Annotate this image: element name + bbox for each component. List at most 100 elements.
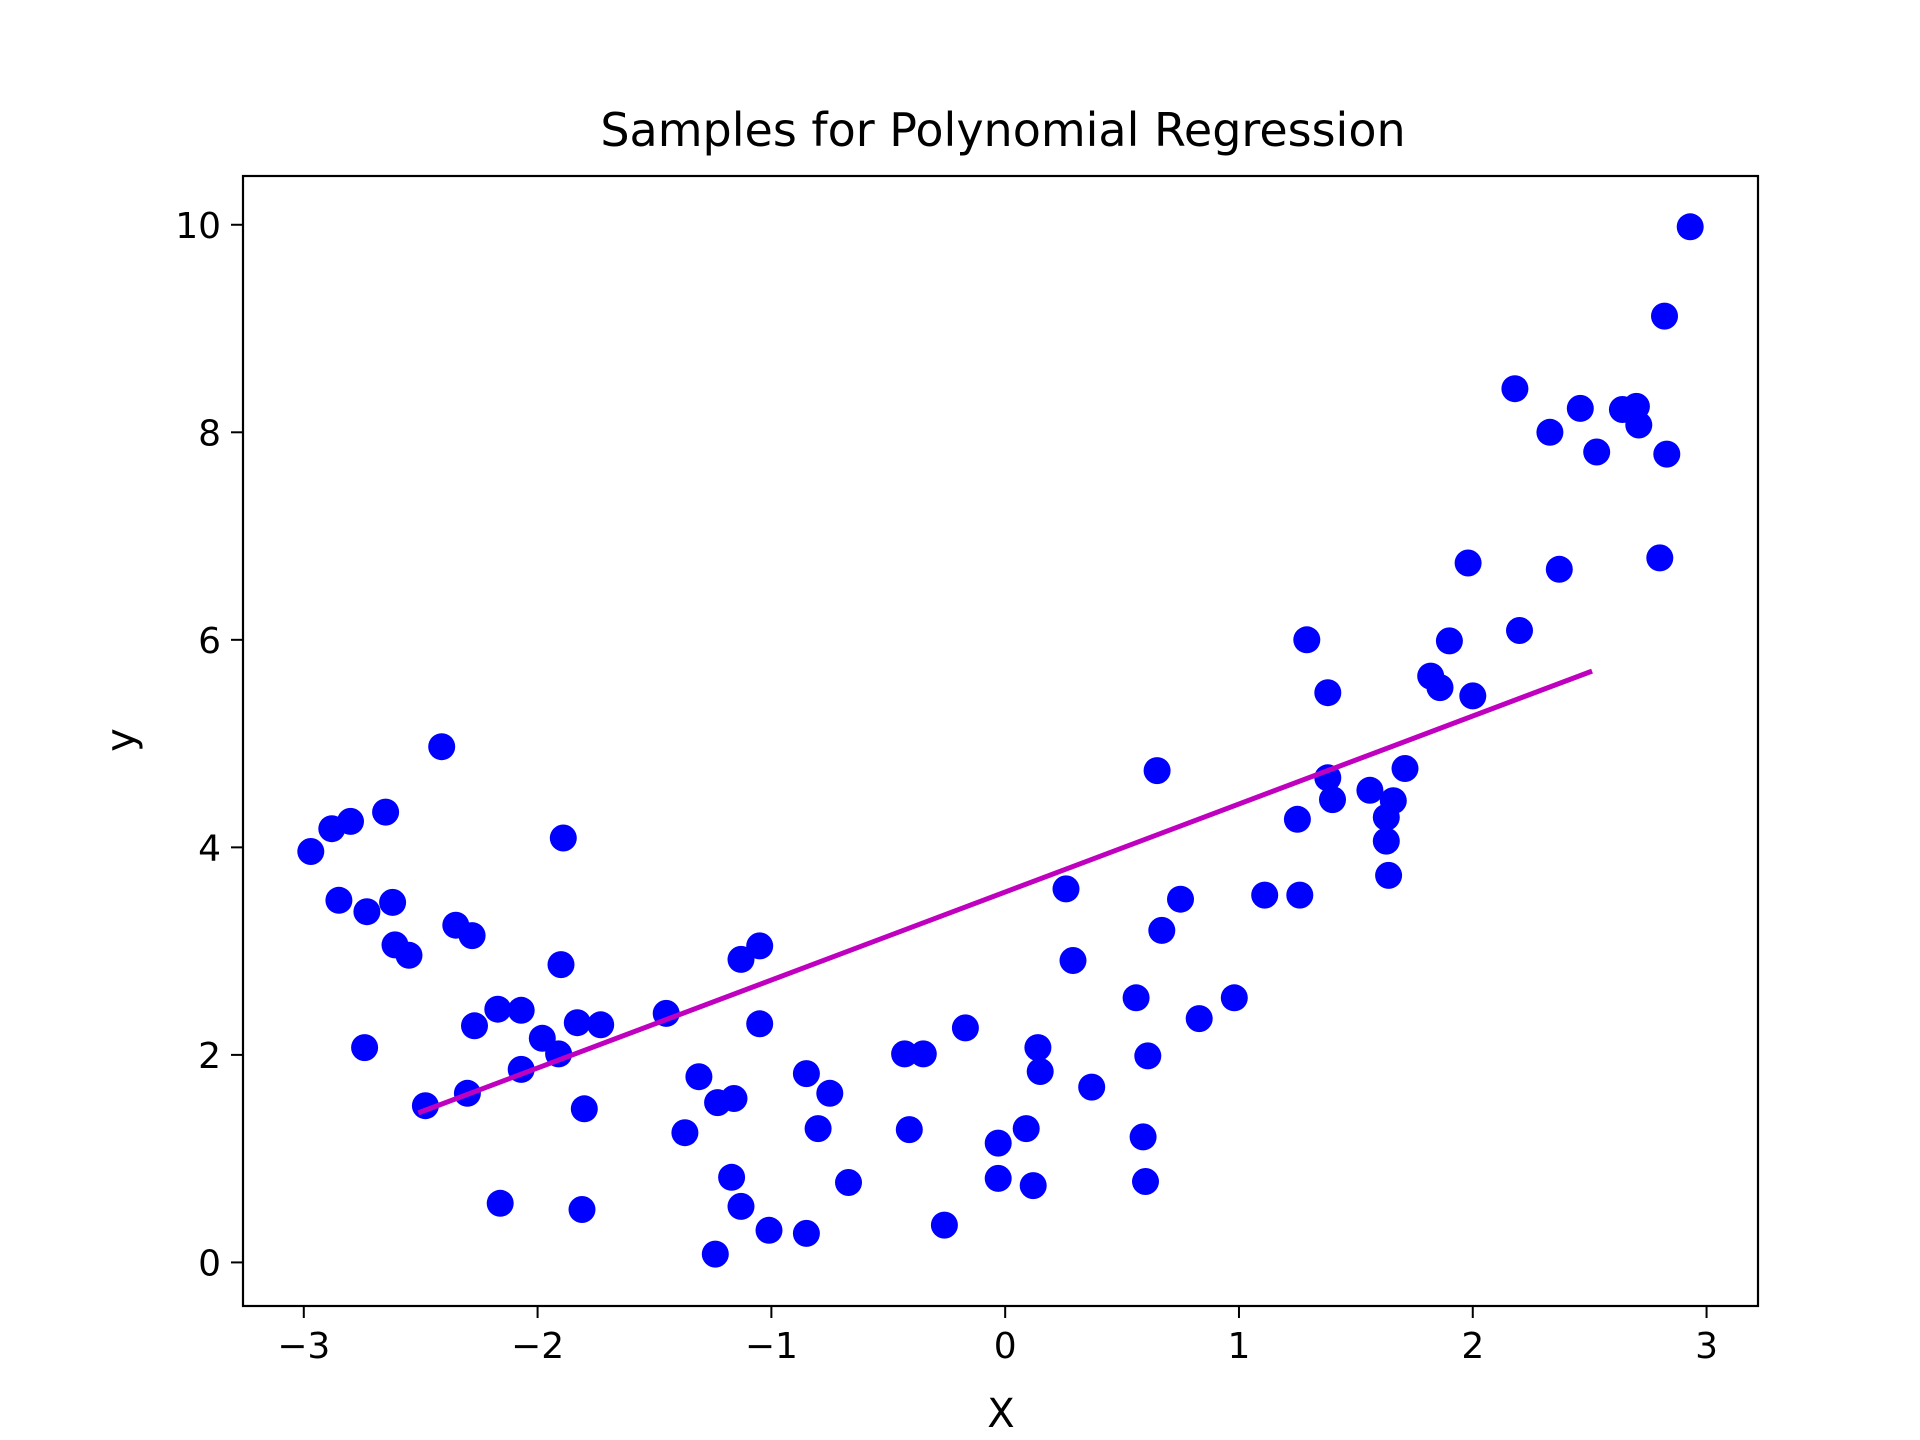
scatter-point xyxy=(1185,1005,1213,1033)
scatter-point xyxy=(909,1040,937,1068)
scatter-point xyxy=(1391,755,1419,782)
scatter-point xyxy=(1024,1034,1052,1062)
scatter-point xyxy=(428,733,456,761)
x-tick-label: 3 xyxy=(1695,1326,1718,1367)
scatter-point xyxy=(1026,1058,1054,1085)
scatter-point xyxy=(1078,1073,1106,1101)
scatter-point xyxy=(1293,626,1321,654)
scatter-point xyxy=(671,1119,699,1147)
scatter-point xyxy=(1220,984,1248,1012)
scatter-point xyxy=(1148,916,1176,944)
scatter-point xyxy=(984,1129,1012,1157)
scatter-point xyxy=(1454,549,1482,577)
scatter-point xyxy=(353,898,381,926)
x-tick-label: −3 xyxy=(277,1326,330,1367)
scatter-point xyxy=(337,807,364,835)
scatter-point xyxy=(718,1163,746,1191)
scatter-point xyxy=(1143,757,1171,785)
scatter-point xyxy=(984,1164,1012,1192)
scatter-point xyxy=(325,886,353,914)
scatter-point xyxy=(746,932,774,960)
y-axis-label: y xyxy=(98,728,144,752)
x-axis-label: X xyxy=(987,1391,1014,1437)
scatter-point xyxy=(755,1216,783,1244)
scatter-point xyxy=(1375,861,1403,889)
scatter-point xyxy=(1625,411,1653,439)
chart-title: Samples for Polynomial Regression xyxy=(600,103,1405,157)
axes-frame xyxy=(241,174,1760,1308)
scatter-point xyxy=(1506,617,1533,644)
x-tick-label: −1 xyxy=(745,1326,798,1367)
scatter-point xyxy=(891,1040,919,1068)
scatter-point xyxy=(1426,674,1454,702)
scatter-point xyxy=(1251,881,1279,909)
scatter-point xyxy=(1459,682,1487,710)
scatter-point xyxy=(458,922,486,950)
scatter-point xyxy=(1283,805,1311,833)
y-tick-label: 8 xyxy=(198,413,221,454)
x-tick-label: −2 xyxy=(511,1326,564,1367)
y-axis-ticks: 0 2 4 6 8 10 xyxy=(175,206,243,1284)
y-tick-label: 6 xyxy=(198,621,221,662)
scatter-point xyxy=(1052,875,1080,903)
scatter-point xyxy=(486,1189,514,1217)
scatter-point xyxy=(727,945,755,973)
y-tick-label: 0 xyxy=(198,1243,221,1284)
plot-area xyxy=(297,213,1704,1268)
scatter-point xyxy=(1676,213,1704,241)
scatter-point xyxy=(1356,776,1384,804)
x-axis-ticks: −3 −2 −1 0 1 2 3 xyxy=(277,1306,1718,1367)
scatter-point xyxy=(1012,1115,1040,1143)
scatter-point xyxy=(1286,881,1314,909)
scatter-point xyxy=(1501,375,1529,403)
x-tick-label: 2 xyxy=(1461,1326,1484,1367)
scatter-point xyxy=(379,888,407,916)
scatter-point xyxy=(895,1116,923,1144)
scatter-point xyxy=(685,1063,713,1091)
scatter-point xyxy=(1122,984,1150,1012)
scatter-point xyxy=(792,1219,820,1247)
scatter-point xyxy=(351,1034,379,1062)
x-tick-label: 1 xyxy=(1228,1326,1251,1367)
scatter-point xyxy=(1566,394,1594,422)
scatter-point xyxy=(1653,440,1681,468)
scatter-point xyxy=(1379,787,1407,815)
scatter-point xyxy=(727,1192,755,1220)
scatter-point xyxy=(297,838,325,865)
regression-line xyxy=(417,668,1593,1116)
scatter-point xyxy=(1651,302,1678,330)
scatter-point xyxy=(1583,438,1611,466)
scatter-point xyxy=(484,995,512,1023)
scatter-point xyxy=(1646,544,1674,572)
scatter-point xyxy=(563,1009,591,1037)
scatter-point xyxy=(1129,1123,1157,1151)
scatter-point xyxy=(547,951,575,979)
scatter-point xyxy=(1545,555,1573,583)
scatter-point xyxy=(587,1011,615,1039)
scatter-point xyxy=(1059,947,1087,974)
scatter-point xyxy=(395,941,423,969)
scatter-point xyxy=(1134,1042,1162,1070)
scatter-point xyxy=(1536,418,1564,446)
scatter-point xyxy=(549,824,577,852)
scatter-point xyxy=(804,1115,832,1143)
scatter-point xyxy=(930,1211,958,1239)
scatter-point xyxy=(835,1169,862,1196)
scatter-point xyxy=(951,1014,979,1042)
y-tick-label: 2 xyxy=(198,1036,221,1077)
scatter-point xyxy=(372,798,400,826)
scatter-point xyxy=(461,1012,488,1040)
scatter-point xyxy=(1132,1168,1159,1195)
scatter-point xyxy=(701,1240,729,1268)
scatter-point xyxy=(1019,1172,1047,1200)
scatter-point xyxy=(792,1060,820,1088)
scatter-point xyxy=(1319,786,1346,814)
x-tick-label: 0 xyxy=(994,1326,1017,1367)
scatter-point xyxy=(1435,627,1463,655)
scatter-point xyxy=(507,996,535,1024)
scatter-point xyxy=(1314,679,1342,707)
scatter-point xyxy=(568,1196,596,1223)
scatter-point xyxy=(816,1079,844,1107)
